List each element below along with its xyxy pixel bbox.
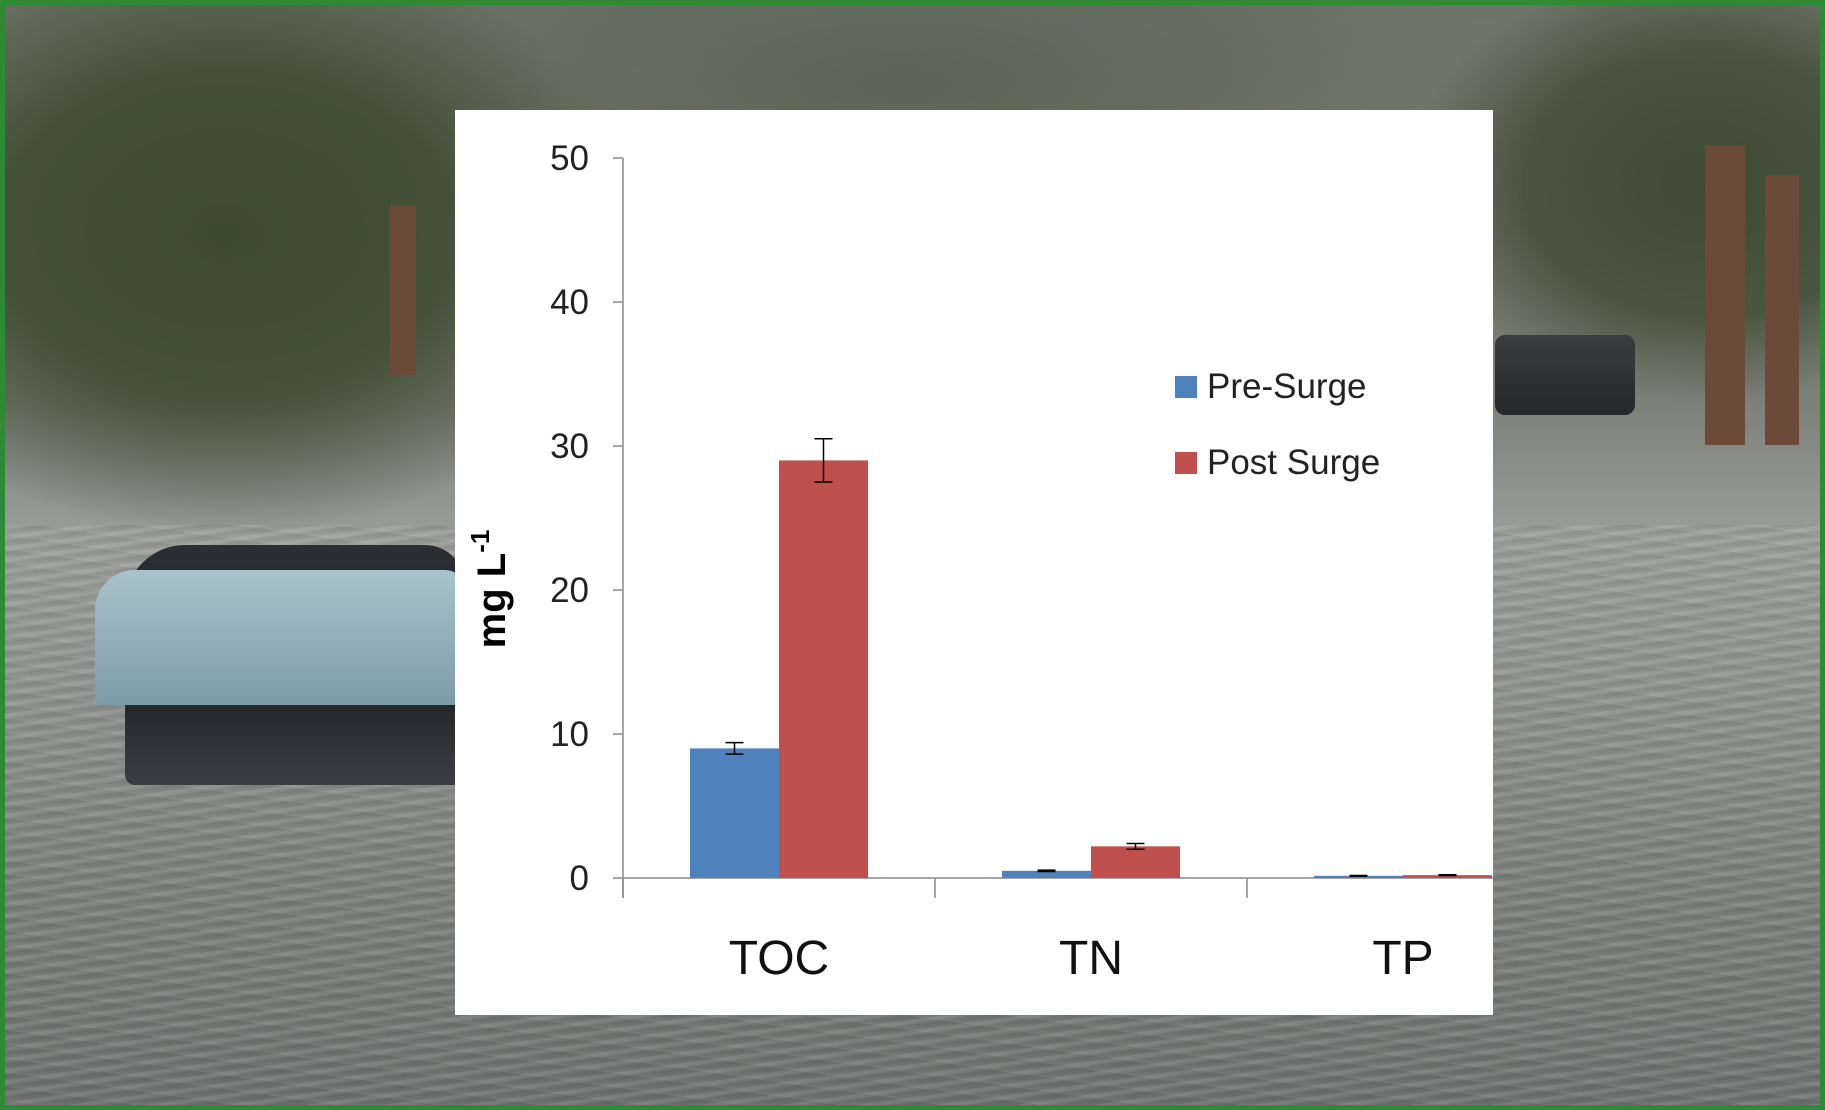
legend-label: Post Surge [1207, 443, 1380, 482]
bar [1002, 870, 1091, 878]
bars [690, 460, 1492, 878]
category-label: TN [1059, 932, 1123, 985]
y-axis-title-superscript: -1 [465, 530, 495, 553]
y-tick-label: 20 [550, 571, 589, 610]
background-truck [1495, 335, 1635, 415]
bar [690, 748, 779, 878]
legend-swatch [1175, 376, 1197, 398]
bar [1403, 875, 1492, 878]
category-label: TOC [729, 932, 829, 985]
y-tick-label: 0 [570, 859, 589, 898]
y-tick-label: 40 [550, 283, 589, 322]
legend-label: Pre-Surge [1207, 367, 1367, 406]
bar [1091, 846, 1180, 878]
y-tick-label: 10 [550, 715, 589, 754]
error-bars [725, 438, 1457, 877]
legend-swatch [1175, 452, 1197, 474]
y-tick-label: 30 [550, 427, 589, 466]
background-tree-trunk [390, 205, 416, 375]
bar [1314, 875, 1403, 878]
background-car-windshield [95, 570, 465, 705]
category-label: TP [1372, 932, 1433, 985]
bar [779, 460, 868, 878]
y-axis: 0 10 20 30 40 50 [550, 139, 624, 898]
y-axis-title: mg L-1 [465, 530, 514, 649]
y-tick-label: 50 [550, 139, 589, 178]
y-axis-title-text: mg L [470, 553, 514, 649]
background-tree-trunk [1765, 175, 1799, 445]
background-tree-trunk [1705, 145, 1745, 445]
x-axis: TOC TN TP [622, 877, 1493, 985]
chart-panel: 0 10 20 30 40 50 TOC TN TP mg L-1 Pre-Surge Post… [455, 110, 1493, 1015]
legend: Pre-Surge Post Surge [1175, 367, 1380, 482]
bar-chart: 0 10 20 30 40 50 TOC TN TP mg L-1 Pre-Surge Post… [465, 139, 1493, 985]
